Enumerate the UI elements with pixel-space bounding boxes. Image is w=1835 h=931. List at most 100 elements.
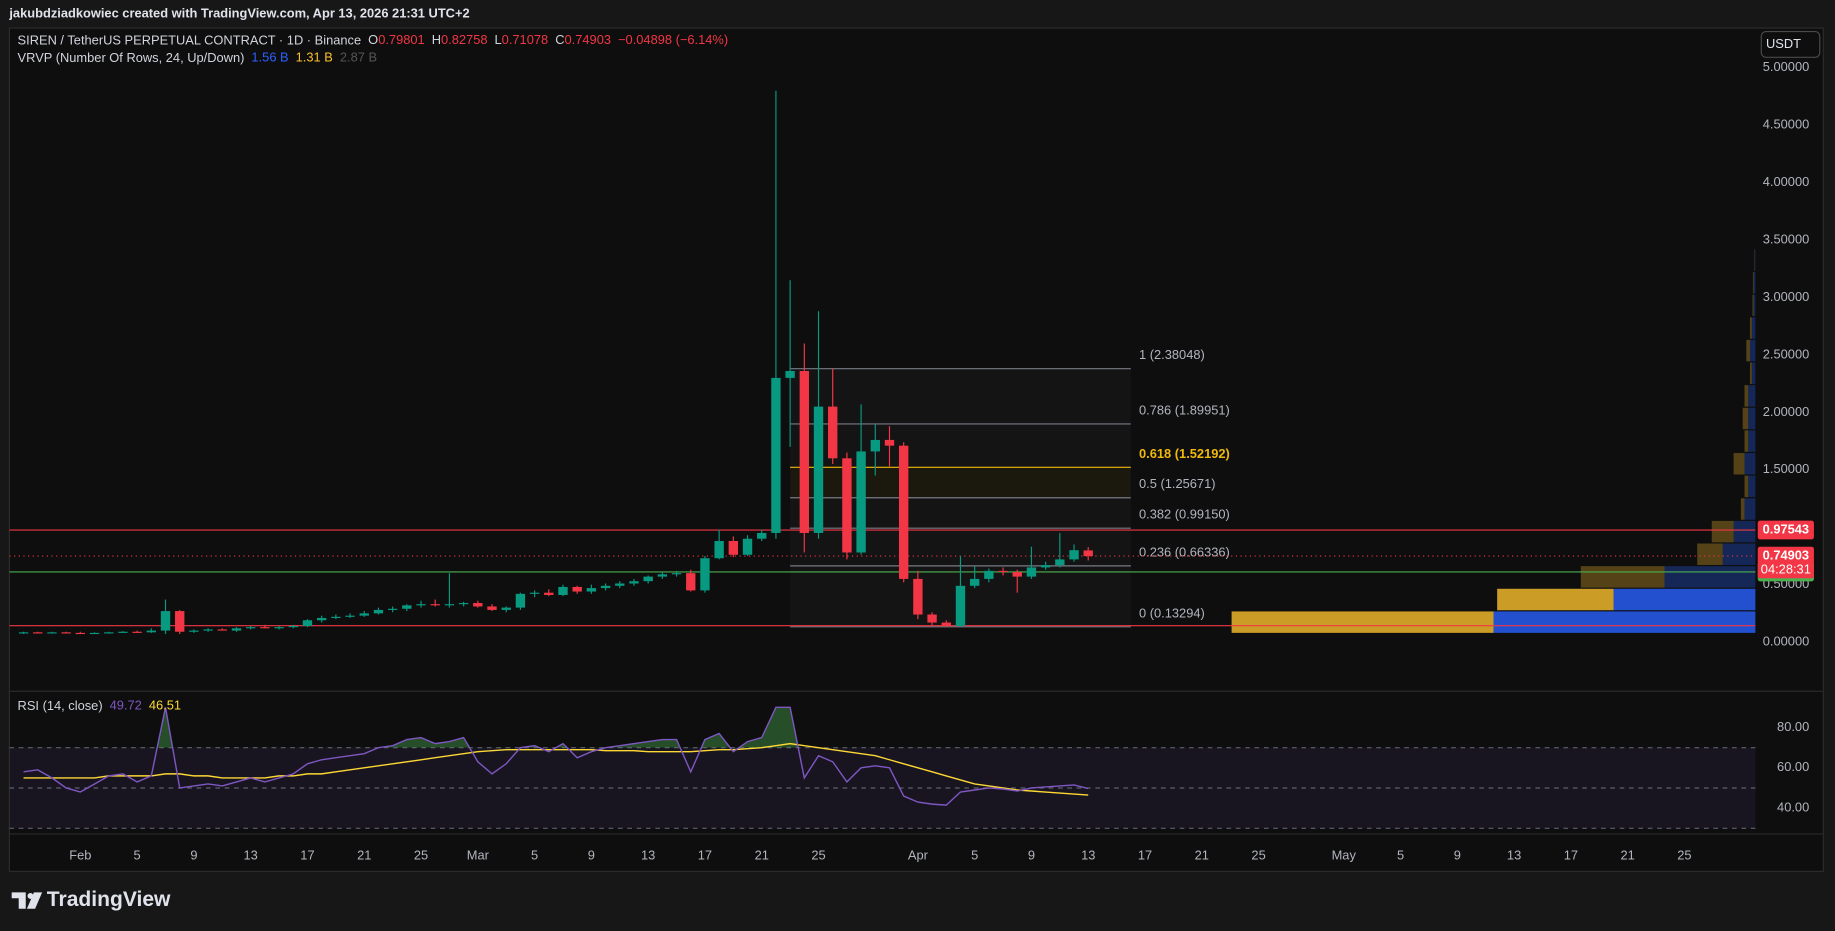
profile-down bbox=[1749, 317, 1752, 339]
candle-body bbox=[799, 371, 809, 533]
candle-body bbox=[274, 627, 284, 629]
chart-panel bbox=[8, 27, 1824, 872]
candle-body bbox=[813, 406, 824, 533]
fib-label: 0 (0.13294) bbox=[1139, 605, 1205, 620]
profile-down bbox=[1733, 453, 1745, 475]
price-label-box bbox=[1757, 520, 1814, 540]
candle-body bbox=[231, 628, 242, 631]
y-tick-label: 5.00000 bbox=[1763, 59, 1809, 74]
profile-up bbox=[1493, 611, 1756, 633]
legend-letter: C bbox=[555, 32, 564, 47]
legend-value: 0.82758 bbox=[441, 32, 487, 47]
profile-up bbox=[1664, 566, 1756, 588]
legend-value: 0.71078 bbox=[502, 32, 548, 47]
x-tick-label: 17 bbox=[1138, 848, 1152, 863]
candle-body bbox=[146, 630, 156, 633]
candle-body bbox=[969, 578, 980, 586]
fib-zone bbox=[790, 368, 1131, 424]
main-pane: 1 (2.38048) 0.786 (1.89951) 0.618 (1.52192… bbox=[9, 90, 1756, 635]
profile-down bbox=[1744, 475, 1749, 498]
legend-rsi: RSI (14, close) 49.72 46.51 bbox=[18, 698, 182, 713]
profile-up bbox=[1613, 588, 1756, 611]
candle-body bbox=[941, 622, 951, 626]
x-tick-label: Apr bbox=[908, 848, 929, 863]
currency-box[interactable] bbox=[1760, 30, 1821, 58]
profile-down bbox=[1742, 407, 1749, 430]
legend-symbol: SIREN / TetherUS PERPETUAL CONTRACT · 1D… bbox=[18, 32, 729, 47]
x-tick-label: May bbox=[1332, 848, 1357, 863]
y-tick-label: 2.00000 bbox=[1763, 404, 1809, 419]
profile-down bbox=[1744, 385, 1749, 407]
candle-body bbox=[260, 627, 270, 629]
profile-up bbox=[1751, 362, 1756, 384]
x-tick-label: 5 bbox=[134, 848, 141, 863]
candle-body bbox=[33, 632, 43, 634]
legend-letter: H bbox=[432, 32, 441, 47]
candle-body bbox=[984, 570, 994, 579]
legend-change: −0.04898 (−6.14%) bbox=[618, 32, 728, 47]
candle-body bbox=[387, 608, 398, 610]
profile-up bbox=[1753, 294, 1756, 317]
candle-body bbox=[331, 616, 341, 618]
legend-vrvp-value: 1.56 B bbox=[251, 50, 288, 65]
candle-body bbox=[529, 592, 540, 594]
candle-body bbox=[558, 586, 568, 595]
profile-up bbox=[1748, 385, 1756, 407]
candle-body bbox=[373, 609, 384, 614]
candle-body bbox=[714, 541, 724, 559]
x-tick-label: 13 bbox=[1507, 848, 1521, 863]
x-tick-label: 9 bbox=[190, 848, 197, 863]
candle-body bbox=[657, 574, 668, 577]
profile-up bbox=[1748, 407, 1756, 430]
candle-body bbox=[1069, 550, 1079, 560]
x-tick-label: 9 bbox=[588, 848, 595, 863]
x-tick-label: 9 bbox=[1454, 848, 1461, 863]
candle-body bbox=[544, 592, 554, 595]
candle-body bbox=[884, 439, 895, 446]
rsi-ma-line bbox=[23, 742, 1089, 796]
candle-body bbox=[629, 581, 639, 584]
candle-body bbox=[771, 377, 781, 533]
rsi-tick-label: 80.00 bbox=[1777, 719, 1809, 734]
rsi-tick-label: 40.00 bbox=[1777, 800, 1809, 815]
candle-body bbox=[473, 603, 483, 607]
candle-body bbox=[18, 632, 29, 634]
profile-down bbox=[1746, 339, 1750, 362]
profile-up bbox=[1751, 317, 1756, 339]
candle-body bbox=[643, 576, 653, 582]
candle-body bbox=[742, 538, 753, 555]
profile-down bbox=[1749, 362, 1752, 384]
y-tick-label: 4.00000 bbox=[1763, 174, 1809, 189]
x-tick-label: 25 bbox=[1677, 848, 1691, 863]
countdown-label: 04:28:31 bbox=[1761, 561, 1811, 576]
currency-label[interactable]: USDT bbox=[1766, 36, 1801, 51]
currency-button[interactable]: USDT bbox=[1760, 30, 1821, 58]
x-tick-label: 21 bbox=[1195, 848, 1209, 863]
x-tick-label: 21 bbox=[1621, 848, 1635, 863]
y-tick-label: 3.00000 bbox=[1763, 289, 1809, 304]
candle-body bbox=[600, 585, 611, 589]
candle-body bbox=[47, 632, 57, 634]
candle-body bbox=[615, 583, 625, 586]
x-tick-label: 25 bbox=[414, 848, 428, 863]
x-tick-label: 13 bbox=[641, 848, 655, 863]
rsi-line bbox=[23, 706, 1089, 806]
y-tick-label: 2.50000 bbox=[1763, 346, 1809, 361]
profile-down bbox=[1752, 272, 1754, 294]
candle-body bbox=[1083, 550, 1093, 557]
candle-body bbox=[913, 578, 923, 615]
fib-label: 0.5 (1.25671) bbox=[1139, 476, 1216, 491]
candle-body bbox=[1055, 559, 1065, 566]
candle-body bbox=[1040, 565, 1051, 568]
fib-label: 0.618 (1.52192) bbox=[1139, 446, 1230, 461]
profile-down bbox=[1711, 520, 1734, 543]
profile-down bbox=[1580, 566, 1665, 588]
profile-up bbox=[1744, 498, 1756, 520]
profile-up bbox=[1722, 543, 1756, 565]
candle-body bbox=[89, 632, 100, 635]
candle-body bbox=[246, 627, 256, 629]
logo-icon bbox=[26, 892, 43, 909]
x-tick-label: 5 bbox=[971, 848, 978, 863]
x-tick-label: 21 bbox=[357, 848, 371, 863]
